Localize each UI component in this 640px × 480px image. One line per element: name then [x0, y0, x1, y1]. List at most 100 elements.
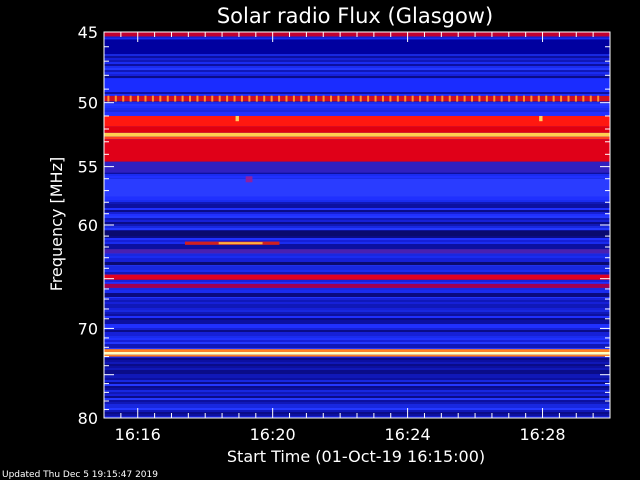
noise-row [104, 210, 610, 212]
noise-row [104, 290, 610, 292]
noise-row [104, 256, 610, 258]
noise-row [104, 238, 610, 240]
noise-row [104, 214, 610, 216]
periodic-burst [344, 95, 347, 102]
noise-row [104, 298, 610, 300]
noise-row [104, 202, 610, 204]
noise-row [104, 334, 610, 336]
chart-title: Solar radio Flux (Glasgow) [217, 4, 493, 28]
frequency-band [104, 39, 610, 54]
noise-row [104, 324, 610, 326]
noise-row [104, 368, 610, 370]
noise-row [104, 218, 610, 220]
periodic-burst [589, 95, 592, 102]
periodic-burst [456, 95, 459, 102]
noise-row [104, 112, 610, 114]
periodic-burst [203, 95, 206, 102]
noise-row [104, 226, 610, 228]
periodic-burst [337, 95, 340, 102]
periodic-burst [278, 95, 281, 102]
noise-row [104, 260, 610, 262]
noise-row [104, 310, 610, 312]
noise-row [104, 332, 610, 334]
noise-row [104, 300, 610, 302]
periodic-burst [448, 95, 451, 102]
frequency-band [104, 249, 610, 254]
periodic-burst [181, 95, 184, 102]
noise-row [104, 384, 610, 386]
frequency-band [104, 230, 610, 237]
periodic-burst [404, 95, 407, 102]
noise-row [104, 340, 610, 342]
burst-event [235, 115, 239, 122]
y-tick-label: 60 [78, 216, 98, 235]
y-tick-label: 70 [78, 319, 98, 338]
noise-row [104, 288, 610, 290]
periodic-burst [107, 95, 110, 102]
noise-row [104, 282, 610, 284]
noise-row [104, 304, 610, 306]
periodic-burst [537, 95, 540, 102]
noise-row [104, 216, 610, 218]
noise-row [104, 206, 610, 208]
periodic-burst [144, 95, 147, 102]
noise-row [104, 364, 610, 366]
noise-row [104, 316, 610, 318]
periodic-burst [574, 95, 577, 102]
frequency-band [104, 261, 610, 266]
periodic-burst [582, 95, 585, 102]
periodic-burst [567, 95, 570, 102]
noise-row [104, 266, 610, 268]
noise-row [104, 102, 610, 104]
periodic-burst [471, 95, 474, 102]
x-tick-label: 16:20 [250, 425, 296, 444]
noise-row [104, 174, 610, 176]
noise-row [104, 268, 610, 270]
noise-row [104, 306, 610, 308]
periodic-burst [352, 95, 355, 102]
periodic-burst [263, 95, 266, 102]
noise-row [104, 224, 610, 226]
periodic-burst [396, 95, 399, 102]
periodic-burst [151, 95, 154, 102]
periodic-burst [300, 95, 303, 102]
periodic-burst [196, 95, 199, 102]
frequency-band [104, 354, 610, 357]
periodic-burst [137, 95, 140, 102]
frequency-band [104, 274, 610, 280]
frequency-band [104, 126, 610, 133]
noise-row [104, 318, 610, 320]
periodic-burst [248, 95, 251, 102]
noise-row [104, 208, 610, 210]
periodic-burst [560, 95, 563, 102]
noise-row [104, 406, 610, 408]
frequency-band [104, 95, 610, 102]
periodic-burst [226, 95, 229, 102]
periodic-burst [441, 95, 444, 102]
periodic-burst [240, 95, 243, 102]
periodic-burst [508, 95, 511, 102]
noise-row [104, 254, 610, 256]
noise-row [104, 390, 610, 392]
noise-row [104, 402, 610, 404]
periodic-burst [270, 95, 273, 102]
noise-row [104, 106, 610, 108]
noise-row [104, 204, 610, 206]
noise-row [104, 244, 610, 246]
noise-row [104, 404, 610, 406]
noise-row [104, 366, 610, 368]
noise-row [104, 270, 610, 272]
x-tick-label: 16:24 [385, 425, 431, 444]
noise-row [104, 66, 610, 68]
noise-row [104, 326, 610, 328]
noise-row [104, 172, 610, 174]
y-tick-label: 50 [78, 94, 98, 113]
noise-row [104, 358, 610, 360]
x-tick-label: 16:16 [115, 425, 161, 444]
noise-row [104, 70, 610, 72]
noise-row [104, 344, 610, 346]
frequency-band [104, 292, 610, 298]
noise-row [104, 54, 610, 56]
noise-row [104, 378, 610, 380]
noise-row [104, 386, 610, 388]
